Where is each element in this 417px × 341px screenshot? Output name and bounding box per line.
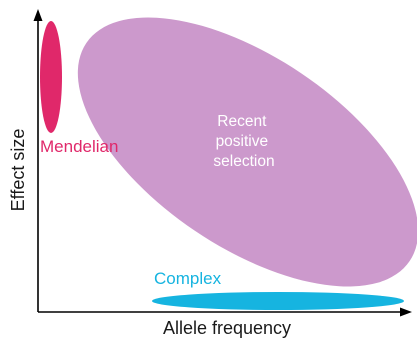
complex-region bbox=[152, 292, 404, 310]
selection-label-line-1: Recent bbox=[217, 113, 267, 130]
selection-label-line-2: positive bbox=[216, 133, 269, 150]
x-axis-label: Allele frequency bbox=[163, 318, 291, 338]
selection-label: Recent positive selection bbox=[213, 113, 274, 170]
mendelian-region bbox=[40, 21, 62, 133]
mendelian-label: Mendelian bbox=[40, 137, 118, 156]
selection-region bbox=[77, 17, 417, 287]
x-axis-arrowhead bbox=[400, 307, 412, 317]
selection-label-line-3: selection bbox=[213, 153, 274, 170]
complex-label: Complex bbox=[154, 269, 222, 288]
y-axis-label: Effect size bbox=[8, 129, 28, 212]
y-axis-arrowhead bbox=[33, 9, 43, 21]
